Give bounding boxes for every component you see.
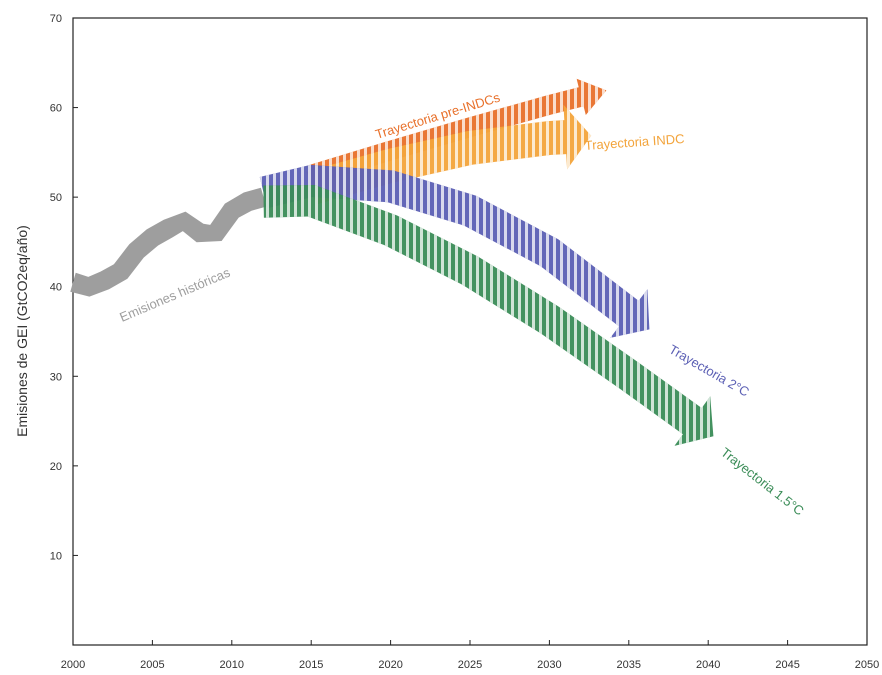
y-tick-label: 20 [50,461,62,473]
y-tick-label: 40 [50,282,62,294]
series-band-4 [263,185,714,446]
series-band-0 [70,187,267,297]
series-band-fill [70,187,267,297]
label-1-5c: Trayectoria 1.5°C [718,445,807,519]
x-tick-label: 2010 [220,659,244,671]
series-band-hatch [263,185,714,446]
series-band-hatch [259,164,650,338]
trajectory-bands [70,78,714,446]
x-tick-label: 2035 [617,659,641,671]
series-band-3 [259,164,650,338]
x-tick-label: 2040 [696,659,720,671]
x-tick-label: 2025 [458,659,482,671]
x-tick-label: 2020 [378,659,402,671]
x-tick-label: 2050 [855,659,879,671]
x-tick-label: 2045 [775,659,799,671]
label-historicas: Emisiones históricas [117,264,232,324]
y-tick-label: 30 [50,371,62,383]
y-tick-label: 10 [50,550,62,562]
x-tick-label: 2005 [140,659,164,671]
x-tick-label: 2000 [61,659,85,671]
y-tick-label: 50 [50,192,62,204]
x-tick-label: 2030 [537,659,561,671]
y-axis-label: Emisiones de GEI (GtCO2eq/año) [14,225,30,437]
y-tick-label: 70 [50,13,62,25]
x-tick-label: 2015 [299,659,323,671]
label-2c: Trayectoria 2°C [667,342,752,400]
label-indc: Trayectoria INDC [584,131,685,153]
y-tick-label: 60 [50,103,62,115]
x-axis: 2000 2005 2010 2015 2020 2025 2030 2035 2040 2045… [61,640,879,671]
